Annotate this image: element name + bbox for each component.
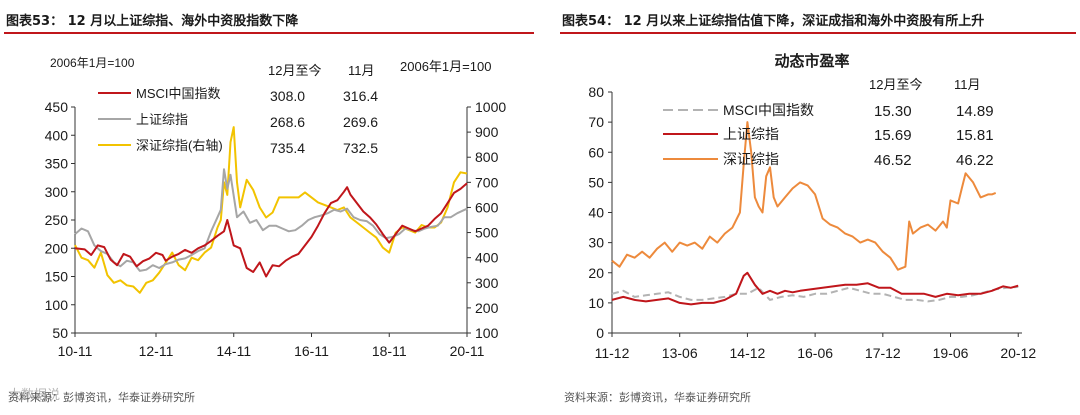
y-tick-label: 50 <box>588 174 604 190</box>
legend-value-dec: 15.30 <box>874 103 912 120</box>
series-line-0 <box>74 182 468 278</box>
x-tick-label: 17-12 <box>865 345 901 361</box>
left-source: 资料来源：彭博资讯，华泰证券研究所 <box>8 391 195 404</box>
x-tick-label: 12-11 <box>139 343 174 359</box>
right-panel: 图表54： 12 月以来上证综指估值下降，深证成指和海外中资股有所上升 0 10 2… <box>556 0 1080 415</box>
y-right-tick-label: 1000 <box>475 99 506 115</box>
x-tick-label: 10-11 <box>58 343 93 359</box>
right-header-rule <box>560 32 1076 34</box>
legend-value-nov: 46.22 <box>956 152 994 169</box>
x-tick-label: 16-11 <box>294 343 329 359</box>
y-left-tick-label: 50 <box>52 325 68 341</box>
y-left-tick-label: 250 <box>45 212 69 228</box>
legend-value-dec: 46.52 <box>874 152 912 169</box>
legend-value-nov: 269.6 <box>343 114 378 130</box>
x-tick-label: 13-06 <box>662 345 698 361</box>
x-tick-label: 18-11 <box>372 343 407 359</box>
y-left-tick-label: 100 <box>45 297 69 313</box>
y-left-tick-label: 150 <box>45 269 69 285</box>
y-left-tick-label: 350 <box>45 156 69 172</box>
y-tick-label: 80 <box>588 84 604 100</box>
x-tick-label: 11-12 <box>595 345 630 361</box>
x-tick-label: 20-12 <box>1000 345 1036 361</box>
legend-col-nov-header: 11月 <box>348 63 375 78</box>
left-header-rule <box>4 32 534 34</box>
series-line-1 <box>74 168 468 272</box>
y-tick-label: 0 <box>596 325 604 341</box>
left-panel: 图表53： 12 月以上证综指、海外中资股指数下降 50 100 150 200 250… <box>0 0 538 415</box>
y-tick-label: 20 <box>588 265 604 281</box>
legend-value-dec: 308.0 <box>270 88 305 104</box>
left-chart: 50 100 150 200 250 300 350 400 450 100 200 300 400 50… <box>45 56 507 359</box>
legend-label: 上证综指 <box>723 126 779 142</box>
x-tick-label: 19-06 <box>933 345 969 361</box>
legend-label: 深证综指(右轴) <box>136 138 223 153</box>
y-right-tick-label: 800 <box>475 149 499 165</box>
y-right-tick-label: 500 <box>475 225 499 241</box>
y-right-tick-label: 100 <box>475 325 499 341</box>
left-panel-header: 图表53： 12 月以上证综指、海外中资股指数下降 <box>6 14 299 29</box>
legend-col-dec-header: 12月至今 <box>268 63 321 78</box>
legend-value-dec: 15.69 <box>874 127 912 144</box>
y-left-tick-label: 300 <box>45 184 69 200</box>
y-right-tick-label: 700 <box>475 174 499 190</box>
y-left-tick-label: 200 <box>45 240 69 256</box>
y-tick-label: 10 <box>588 295 604 311</box>
watermark: 大数据说 <box>8 388 61 403</box>
legend-value-nov: 15.81 <box>956 127 994 144</box>
legend-value-dec: 735.4 <box>270 140 305 156</box>
legend-label: MSCI中国指数 <box>723 102 814 118</box>
y-right-tick-label: 300 <box>475 275 499 291</box>
series-line-0 <box>611 285 1019 303</box>
legend-label: 上证综指 <box>136 112 188 127</box>
x-tick-label: 14-12 <box>730 345 766 361</box>
legend-value-nov: 14.89 <box>956 103 994 120</box>
legend-col-nov-header: 11月 <box>954 77 981 92</box>
legend-value-nov: 732.5 <box>343 140 378 156</box>
right-source: 资料来源：彭博资讯，华泰证券研究所 <box>564 391 751 404</box>
x-tick-label: 14-11 <box>216 343 251 359</box>
y-right-tick-label: 900 <box>475 124 499 140</box>
left-axis-base-label: 2006年1月=100 <box>50 56 135 70</box>
right-chart: 0 10 20 30 40 50 60 70 80 11-12 13-06 14-12 16-06 17-… <box>588 52 1036 361</box>
y-right-tick-label: 600 <box>475 199 499 215</box>
y-tick-label: 30 <box>588 235 604 251</box>
series-line-1 <box>611 271 1019 306</box>
legend-value-nov: 316.4 <box>343 88 378 104</box>
series-line-2 <box>611 121 997 271</box>
y-right-tick-label: 400 <box>475 250 499 266</box>
right-panel-header: 图表54： 12 月以来上证综指估值下降，深证成指和海外中资股有所上升 <box>562 14 985 29</box>
right-axis-base-label: 2006年1月=100 <box>400 59 491 74</box>
y-left-tick-label: 450 <box>45 99 69 115</box>
legend-value-dec: 268.6 <box>270 114 305 130</box>
legend-label: 深证综指 <box>723 151 779 167</box>
legend-col-dec-header: 12月至今 <box>869 77 922 92</box>
y-tick-label: 60 <box>588 144 604 160</box>
x-tick-label: 16-06 <box>797 345 833 361</box>
legend-label: MSCI中国指数 <box>136 86 221 101</box>
y-tick-label: 40 <box>588 205 604 221</box>
y-left-tick-label: 400 <box>45 127 69 143</box>
chart-title: 动态市盈率 <box>774 52 849 70</box>
x-tick-label: 20-11 <box>450 343 485 359</box>
y-tick-label: 70 <box>588 114 604 130</box>
y-right-tick-label: 200 <box>475 300 499 316</box>
